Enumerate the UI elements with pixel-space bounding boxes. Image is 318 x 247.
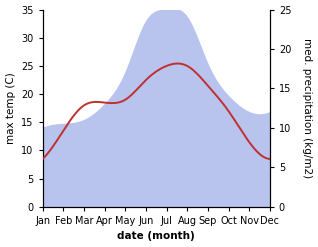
X-axis label: date (month): date (month) [117, 231, 195, 242]
Y-axis label: med. precipitation (kg/m2): med. precipitation (kg/m2) [302, 38, 313, 178]
Y-axis label: max temp (C): max temp (C) [5, 72, 16, 144]
